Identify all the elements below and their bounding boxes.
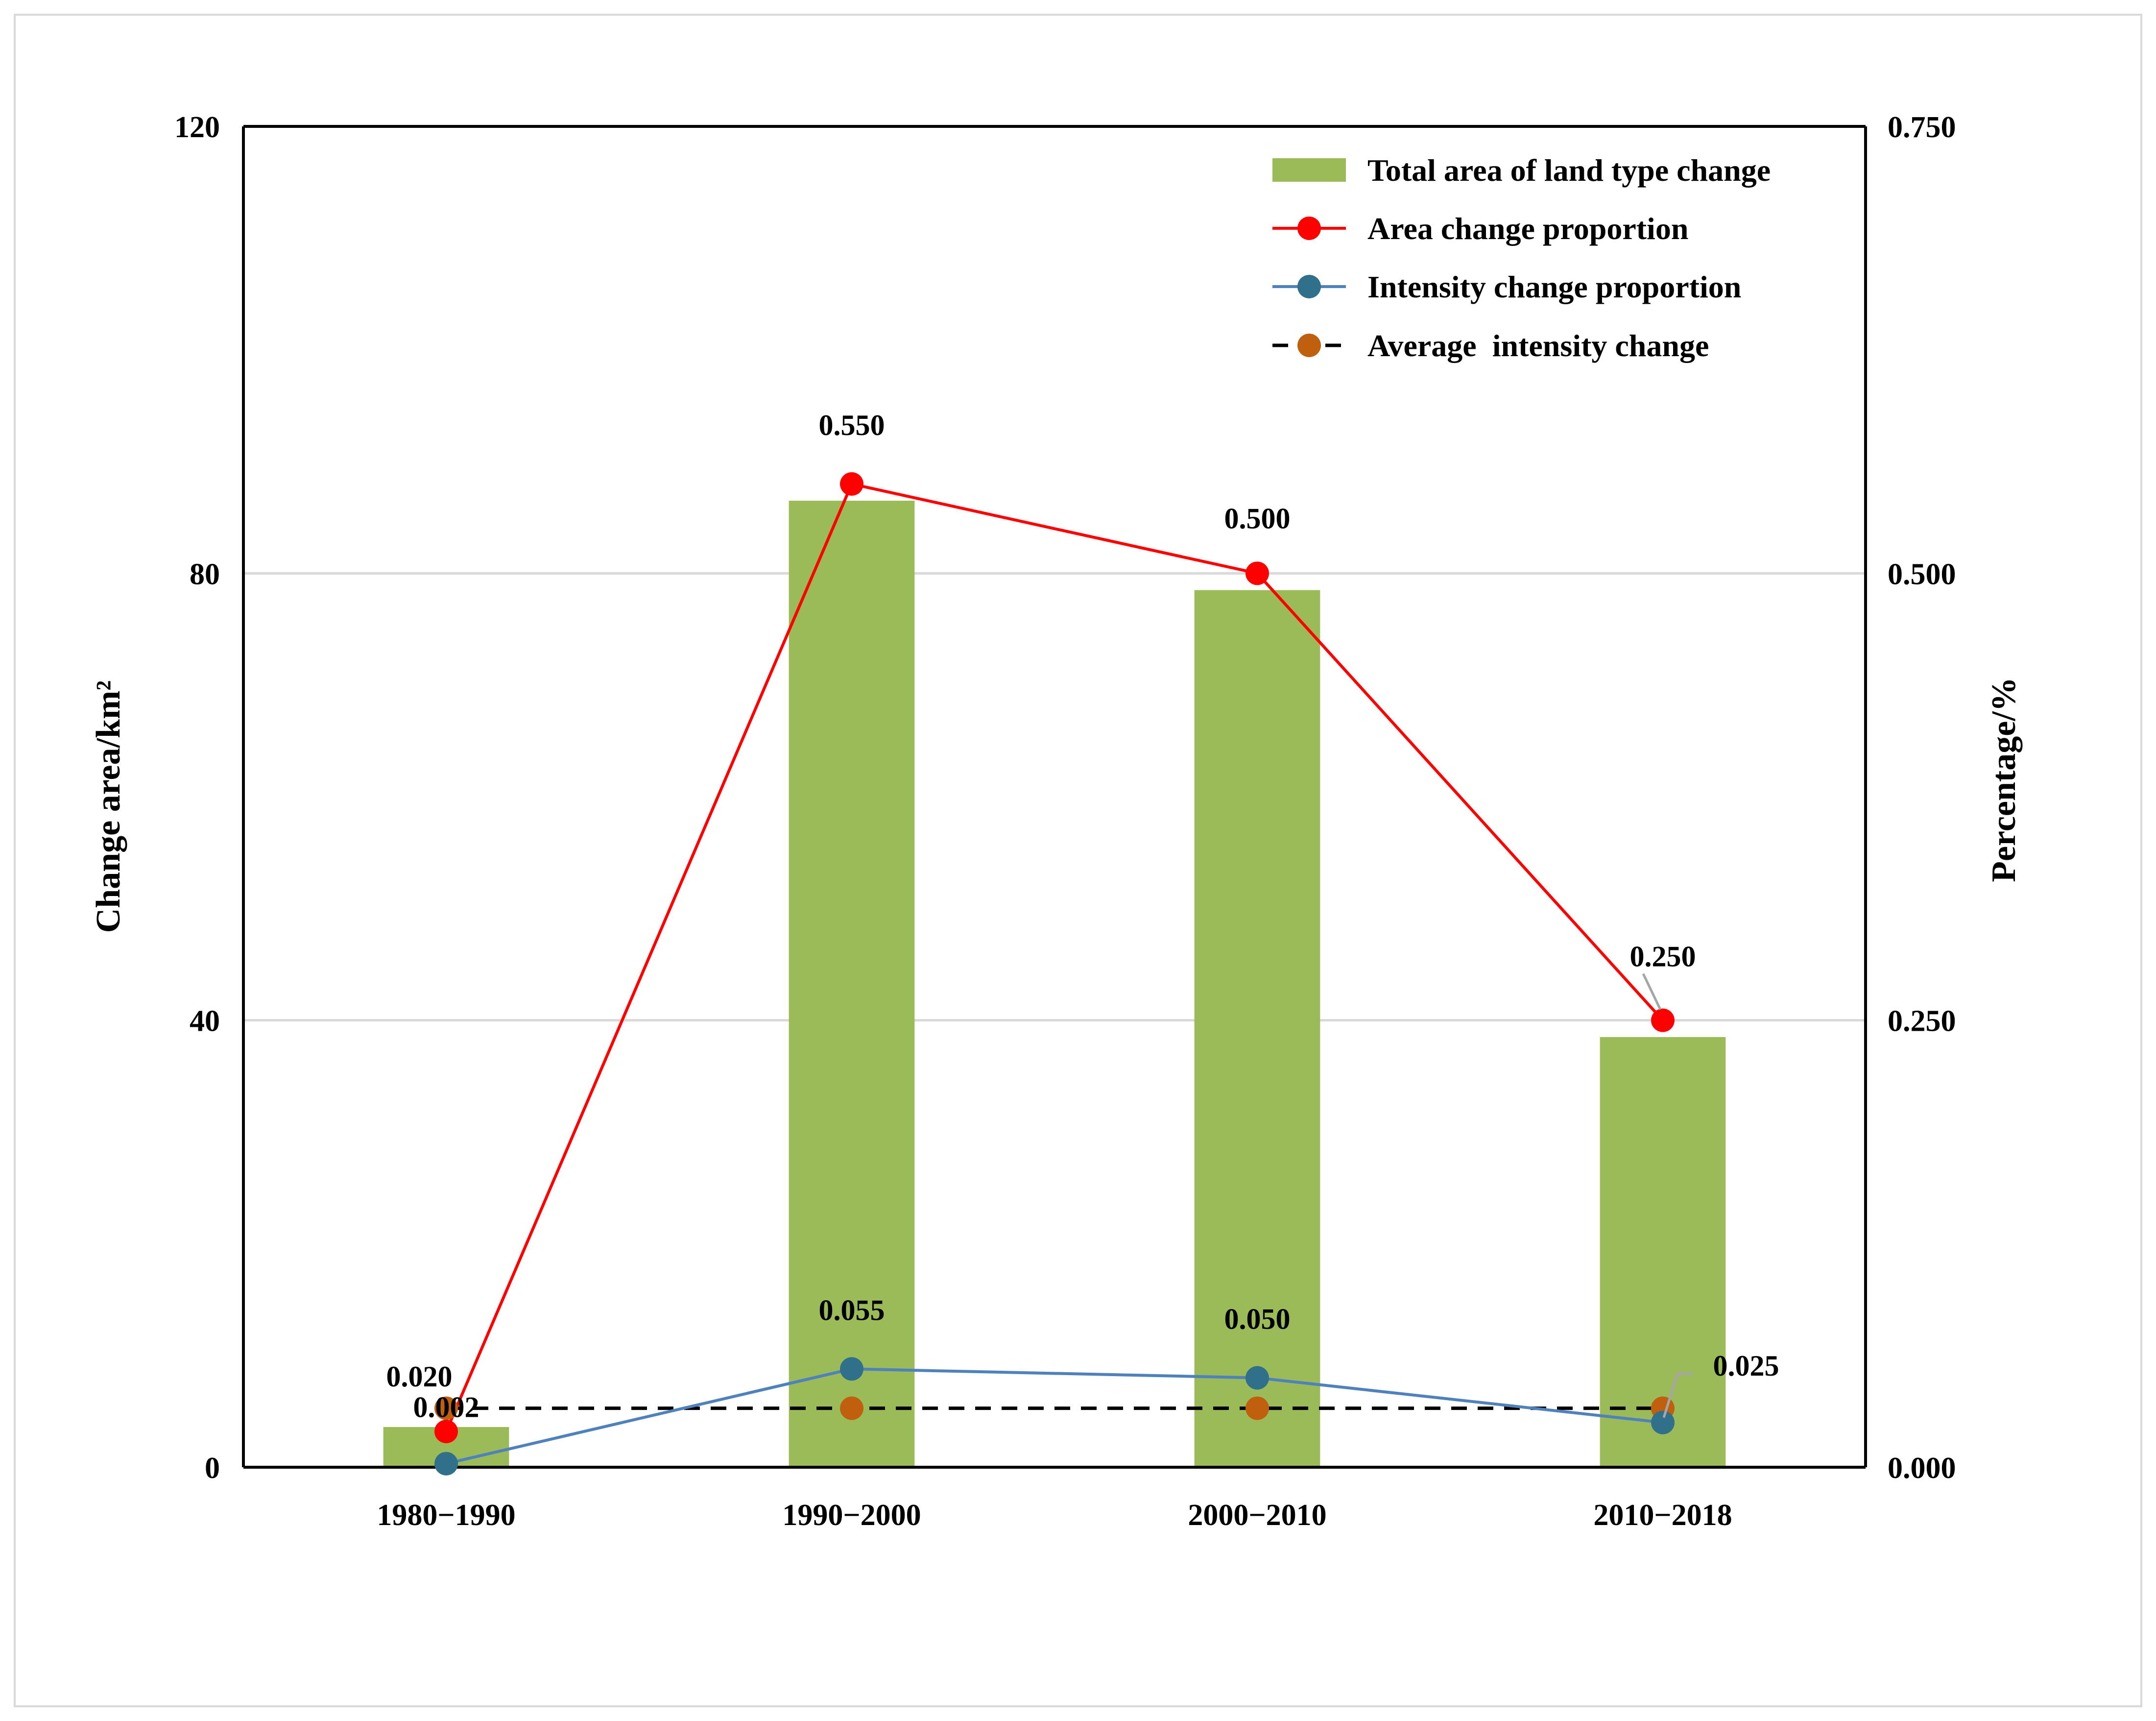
x-tick-label: 2010−2018 (1593, 1499, 1732, 1532)
area-change-point (840, 472, 863, 496)
y-left-tick-label: 40 (190, 1005, 220, 1038)
area-change-point (1651, 1008, 1675, 1032)
bar-3 (1194, 590, 1320, 1467)
legend-swatch-bar (1272, 158, 1346, 182)
bar-4 (1600, 1037, 1726, 1467)
legend-label: Total area of land type change (1367, 153, 1771, 188)
tick-labels: 0 40 80 120 0.000 0.250 0.500 0.750 1980−1990 199… (174, 111, 1956, 1532)
area-change-point (434, 1420, 458, 1444)
y-right-tick-label: 0.500 (1888, 558, 1956, 591)
y-axis-left-title: Change area/km² (90, 680, 127, 933)
y-left-tick-label: 0 (205, 1452, 220, 1485)
gridlines (243, 125, 1866, 1022)
axes (242, 125, 1867, 1469)
area-change-data-label: 0.500 (1224, 502, 1291, 534)
legend: Total area of land type change Area chang… (1272, 153, 1771, 363)
leader-line (1642, 973, 1662, 1010)
intensity-change-data-label: 0.025 (1713, 1350, 1779, 1382)
x-tick-label: 1990−2000 (782, 1499, 921, 1532)
data-labels: 0.020 0.550 0.500 0.250 0.002 0.055 0.050 0.025 (386, 409, 1779, 1424)
chart-frame: 0.020 0.550 0.500 0.250 0.002 0.055 0.050 0.025… (14, 14, 2142, 1707)
intensity-change-point (1651, 1410, 1675, 1434)
legend-swatch-marker (1297, 217, 1321, 240)
intensity-change-data-label: 0.055 (819, 1294, 885, 1326)
intensity-change-point (434, 1452, 458, 1476)
bar-2 (789, 501, 915, 1468)
combo-chart: 0.020 0.550 0.500 0.250 0.002 0.055 0.050 0.025… (90, 111, 2023, 1532)
x-tick-label: 2000−2010 (1188, 1499, 1326, 1532)
intensity-change-line (446, 1367, 1663, 1465)
intensity-change-point (1246, 1366, 1269, 1390)
intensity-change-point (840, 1357, 863, 1381)
legend-swatch-marker (1297, 334, 1321, 357)
average-intensity-point (840, 1396, 863, 1420)
y-right-tick-label: 0.750 (1888, 111, 1956, 144)
y-left-tick-label: 80 (190, 558, 220, 591)
y-right-tick-label: 0.250 (1888, 1005, 1956, 1038)
average-intensity-point (1246, 1396, 1269, 1420)
legend-swatch-marker (1297, 275, 1321, 298)
intensity-change-data-label: 0.050 (1224, 1303, 1291, 1335)
y-axis-right-title: Percentage/% (1985, 677, 2023, 882)
legend-label: Average intensity change (1367, 328, 1709, 363)
average-intensity-point (434, 1396, 458, 1420)
leader-line (1662, 1372, 1693, 1418)
legend-label: Intensity change proportion (1367, 269, 1741, 304)
area-change-line (445, 482, 1664, 1432)
intensity-change-data-label: 0.002 (413, 1391, 479, 1424)
area-change-data-label: 0.550 (819, 409, 885, 441)
x-tick-label: 1980−1990 (377, 1499, 515, 1532)
area-change-point (1246, 561, 1269, 585)
bars (383, 501, 1726, 1468)
y-right-tick-label: 0.000 (1888, 1452, 1956, 1485)
y-left-tick-label: 120 (174, 111, 220, 144)
area-change-data-label: 0.250 (1630, 941, 1696, 973)
legend-label: Area change proportion (1367, 211, 1688, 246)
series-lines (434, 472, 1675, 1476)
area-change-data-label: 0.020 (386, 1360, 453, 1393)
